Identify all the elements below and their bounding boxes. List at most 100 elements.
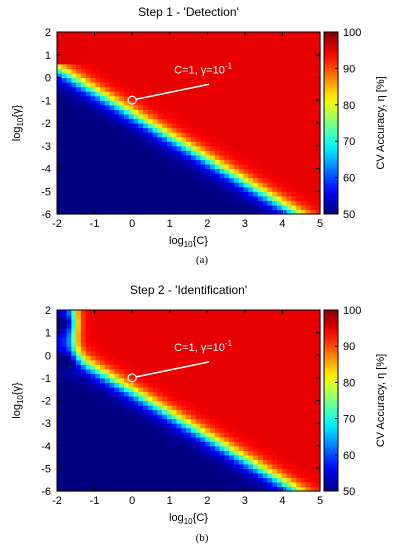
heatmap-cell: [166, 182, 173, 188]
heatmap-cell: [176, 173, 182, 179]
heatmap-cell: [181, 341, 187, 347]
heatmap-cell: [272, 486, 278, 492]
heatmap-cell: [272, 100, 278, 106]
heatmap-cell: [61, 350, 68, 356]
heatmap-cell: [138, 36, 144, 42]
heatmap-cell: [66, 436, 72, 442]
heatmap-cell: [291, 45, 297, 51]
heatmap-cell: [80, 418, 87, 424]
heatmap-cell: [195, 50, 202, 56]
heatmap-cell: [119, 209, 125, 215]
heatmap-cell: [276, 109, 283, 115]
heatmap-cell: [229, 82, 235, 88]
heatmap-cell: [181, 54, 187, 60]
heatmap-cell: [171, 400, 178, 406]
heatmap-cell: [114, 395, 120, 402]
heatmap-cell: [210, 82, 216, 88]
heatmap-cell: [157, 346, 163, 352]
heatmap-cell: [305, 386, 312, 393]
heatmap-cell: [310, 400, 316, 406]
heatmap-cell: [186, 141, 192, 147]
heatmap-cell: [195, 41, 202, 47]
heatmap-cell: [171, 127, 178, 133]
heatmap-cell: [138, 423, 144, 429]
heatmap-cell: [71, 310, 77, 316]
heatmap-cell: [210, 86, 216, 92]
heatmap-cell: [262, 459, 268, 465]
heatmap-cell: [95, 45, 101, 51]
heatmap-cell: [104, 86, 111, 92]
heatmap-cell: [76, 145, 82, 151]
heatmap-cell: [76, 118, 82, 124]
heatmap-cell: [214, 32, 221, 38]
heatmap-cell: [66, 418, 72, 424]
heatmap-cell: [119, 409, 125, 415]
heatmap-cell: [104, 328, 111, 334]
heatmap-cell: [257, 373, 264, 379]
heatmap-cell: [229, 391, 235, 397]
heatmap-cell: [281, 195, 288, 201]
heatmap-cell: [100, 337, 106, 343]
heatmap-cell: [238, 54, 245, 60]
heatmap-cell: [272, 159, 278, 165]
heatmap-cell: [267, 95, 273, 101]
heatmap-cell: [248, 154, 254, 160]
heatmap-cell: [80, 405, 87, 411]
heatmap-cell: [186, 441, 192, 447]
heatmap-cell: [276, 386, 283, 393]
heatmap-cell: [66, 427, 72, 433]
heatmap-cell: [181, 405, 187, 411]
heatmap-cell: [229, 314, 235, 320]
heatmap-cell: [76, 113, 82, 120]
heatmap-cell: [100, 136, 106, 142]
heatmap-cell: [310, 395, 316, 402]
heatmap-cell: [61, 450, 68, 456]
heatmap-cell: [119, 364, 125, 370]
heatmap-cell: [162, 468, 168, 474]
heatmap-cell: [186, 472, 192, 479]
heatmap-cell: [90, 54, 96, 60]
heatmap-cell: [152, 209, 159, 215]
heatmap-cell: [229, 319, 235, 325]
heatmap-cell: [90, 477, 96, 483]
heatmap-cell: [71, 432, 77, 438]
heatmap-cell: [205, 68, 211, 74]
heatmap-cell: [233, 32, 240, 38]
heatmap-cell: [114, 45, 120, 51]
heatmap-cell: [272, 359, 278, 365]
heatmap-cell: [71, 91, 77, 97]
heatmap-cell: [310, 154, 316, 160]
heatmap-cell: [85, 332, 92, 338]
heatmap-cell: [281, 86, 288, 92]
heatmap-cell: [152, 323, 159, 329]
heatmap-cell: [205, 423, 211, 429]
heatmap-cell: [296, 323, 302, 329]
heatmap-cell: [152, 186, 159, 192]
heatmap-cell: [205, 72, 211, 79]
heatmap-cell: [276, 132, 283, 138]
heatmap-cell: [171, 328, 178, 334]
heatmap-cell: [253, 195, 259, 201]
heatmap-cell: [205, 118, 211, 124]
heatmap-cell: [238, 123, 245, 129]
heatmap-cell: [95, 118, 101, 124]
heatmap-cell: [195, 113, 202, 120]
heatmap-cell: [123, 319, 130, 325]
heatmap-cell: [157, 414, 163, 420]
heatmap-cell: [157, 45, 163, 51]
heatmap-cell: [219, 32, 225, 38]
heatmap-cell: [119, 314, 125, 320]
heatmap-cell: [243, 405, 249, 411]
heatmap-cell: [166, 191, 173, 197]
heatmap-cell: [291, 191, 297, 197]
heatmap-cell: [147, 382, 154, 388]
heatmap-cell: [214, 364, 221, 370]
heatmap-cell: [224, 486, 230, 492]
heatmap-cell: [90, 368, 96, 374]
heatmap-cell: [238, 50, 245, 56]
heatmap-cell: [224, 50, 230, 56]
heatmap-cell: [85, 377, 92, 383]
heatmap-cell: [76, 359, 82, 365]
heatmap-cell: [190, 77, 197, 83]
heatmap-cell: [114, 195, 120, 201]
